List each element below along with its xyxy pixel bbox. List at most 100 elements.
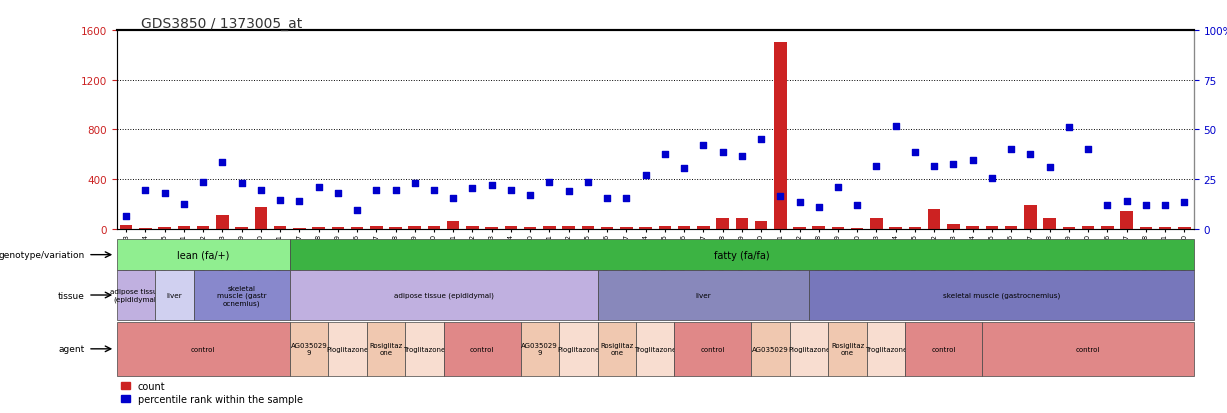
Text: control: control (1076, 346, 1101, 352)
Point (636, 173, 655, 179)
Bar (466, 227, 479, 229)
Bar (428, 227, 440, 229)
Bar (120, 225, 133, 229)
Bar (601, 227, 614, 229)
Point (1059, 124, 1079, 131)
Point (944, 161, 963, 168)
Bar (967, 226, 979, 229)
Point (771, 193, 790, 199)
Text: tissue: tissue (58, 291, 85, 300)
Point (270, 197, 290, 204)
Text: control: control (701, 346, 725, 352)
Bar (852, 228, 864, 229)
Point (347, 206, 367, 213)
Point (1136, 202, 1156, 208)
Bar (890, 227, 902, 229)
Bar (870, 218, 882, 229)
Point (886, 123, 906, 130)
Point (309, 184, 329, 191)
Bar (409, 226, 421, 229)
Bar (735, 218, 748, 229)
Text: adipose tissue
(epididymal): adipose tissue (epididymal) (109, 289, 162, 302)
Point (733, 153, 752, 160)
Point (540, 179, 560, 186)
Text: Troglitazone: Troglitazone (634, 346, 676, 352)
Point (155, 190, 174, 197)
Bar (755, 222, 767, 229)
Bar (1025, 206, 1037, 229)
Point (136, 188, 156, 194)
Bar (504, 226, 518, 229)
Bar (1140, 227, 1152, 229)
Text: liver: liver (167, 292, 182, 298)
Bar (1178, 227, 1190, 229)
Point (578, 179, 598, 186)
Bar (1101, 227, 1114, 229)
Point (425, 188, 444, 194)
Text: Troglitazone: Troglitazone (404, 346, 445, 352)
Point (463, 185, 482, 192)
Text: AG035029
9: AG035029 9 (521, 342, 558, 356)
Text: AG035029
9: AG035029 9 (291, 342, 328, 356)
Point (866, 163, 886, 170)
Bar (774, 43, 787, 229)
Text: Troglitazone: Troglitazone (865, 346, 907, 352)
Point (906, 150, 925, 156)
Bar (582, 226, 594, 229)
Point (212, 159, 232, 166)
Bar (524, 227, 536, 229)
Point (520, 192, 540, 199)
Point (693, 142, 713, 149)
Text: genotype/variation: genotype/variation (0, 251, 85, 259)
Bar (254, 207, 267, 229)
Bar (1158, 227, 1172, 229)
Text: AG035029: AG035029 (752, 346, 789, 352)
Bar (947, 224, 960, 229)
Point (809, 204, 828, 211)
Bar (447, 221, 459, 229)
Text: skeletal muscle (gastrocnemius): skeletal muscle (gastrocnemius) (942, 292, 1060, 299)
Point (828, 184, 848, 190)
Bar (216, 216, 228, 229)
Point (1117, 198, 1136, 204)
Point (367, 188, 387, 194)
Point (655, 151, 675, 157)
Bar (1043, 219, 1056, 229)
Point (252, 188, 271, 194)
Bar (293, 228, 306, 229)
Bar (832, 227, 844, 229)
Bar (1063, 227, 1075, 229)
Bar (985, 227, 998, 229)
Text: Rosiglitaz
one: Rosiglitaz one (600, 342, 633, 356)
Text: fatty (fa/fa): fatty (fa/fa) (714, 250, 769, 260)
Point (290, 199, 309, 205)
Bar (331, 227, 344, 229)
Point (501, 188, 520, 194)
Text: Rosiglitaz
one: Rosiglitaz one (831, 342, 864, 356)
Point (443, 195, 463, 202)
Text: control: control (191, 346, 215, 352)
Text: control: control (931, 346, 956, 352)
Bar (620, 227, 633, 229)
Point (713, 150, 733, 156)
Bar (236, 227, 248, 229)
Bar (544, 227, 556, 229)
Text: agent: agent (59, 344, 85, 354)
Text: Pioglitazone: Pioglitazone (326, 346, 368, 352)
Bar (486, 227, 498, 229)
Point (482, 183, 502, 189)
Point (1039, 164, 1059, 171)
Text: liver: liver (696, 292, 712, 298)
Legend: count, percentile rank within the sample: count, percentile rank within the sample (121, 381, 303, 404)
Point (1001, 146, 1021, 152)
Bar (793, 227, 806, 229)
Bar (639, 227, 652, 229)
Point (385, 188, 405, 194)
Bar (274, 226, 286, 229)
Point (328, 191, 347, 197)
Bar (389, 227, 401, 229)
Bar (812, 227, 825, 229)
Point (405, 181, 425, 188)
Point (963, 157, 983, 164)
Text: lean (fa/+): lean (fa/+) (177, 250, 229, 260)
